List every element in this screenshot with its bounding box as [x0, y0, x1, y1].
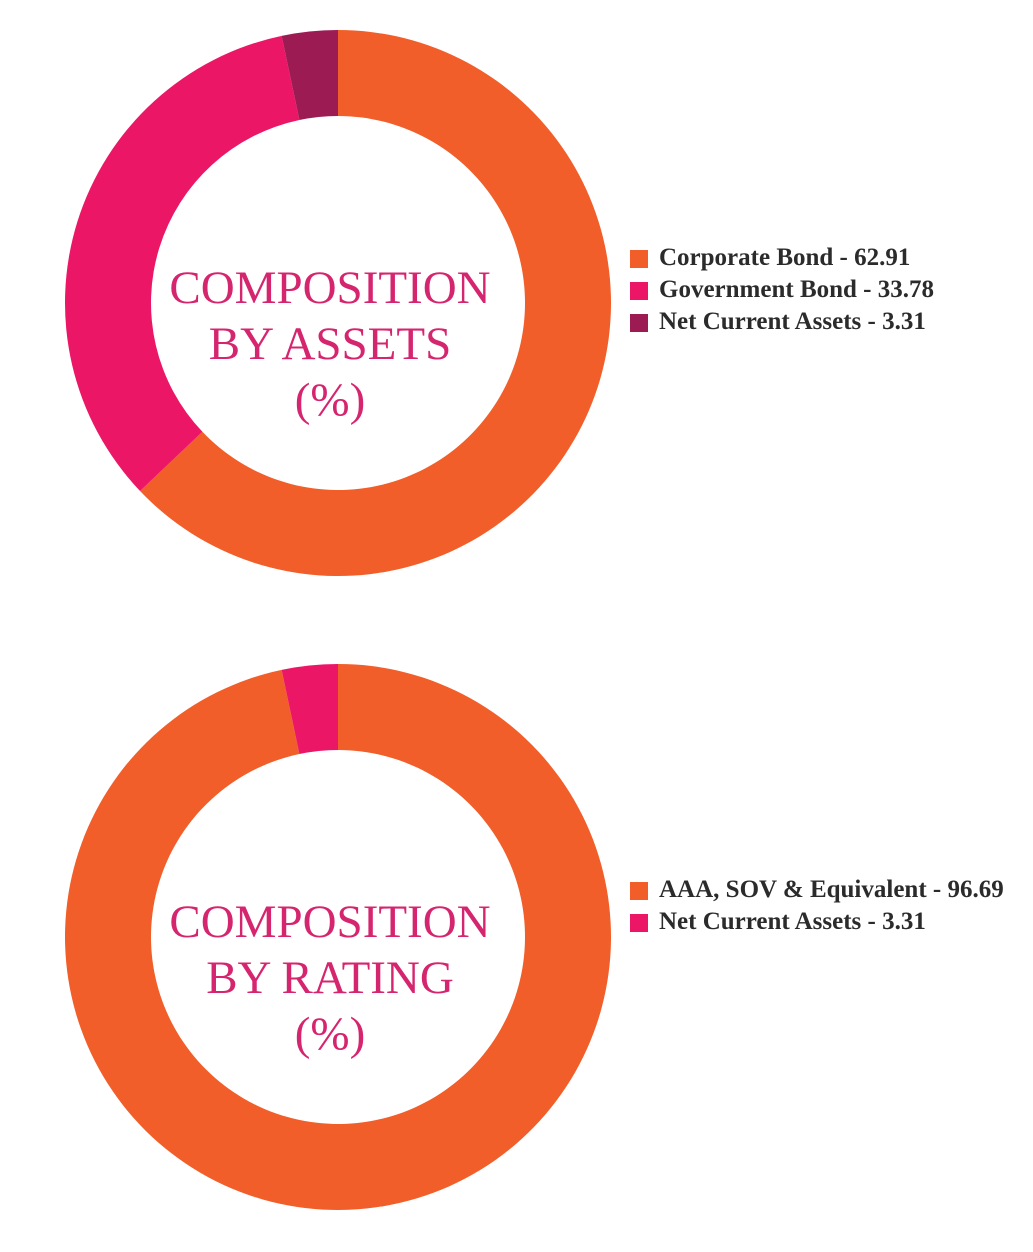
assets-title-line-3: (%) — [294, 374, 366, 426]
rating-slice-0 — [65, 664, 612, 1210]
legend-swatch-aaa-sov-equivalent — [630, 882, 648, 900]
composition-by-rating-chart: COMPOSITION BY RATING (%) AAA, SOV & Equ… — [0, 652, 1033, 1252]
assets-slice-0 — [140, 30, 612, 576]
legend-item-corporate-bond: Corporate Bond - 62.91 — [630, 242, 1010, 274]
assets-legend: Corporate Bond - 62.91 Government Bond -… — [630, 242, 1010, 338]
assets-chart-title: COMPOSITION BY ASSETS (%) — [160, 260, 500, 428]
legend-item-rating-net-current-assets: Net Current Assets - 3.31 — [630, 906, 1010, 938]
legend-swatch-government-bond — [630, 282, 648, 300]
assets-slice-2 — [281, 30, 338, 121]
rating-title-line-3: (%) — [294, 1008, 366, 1060]
legend-label-aaa-sov-equivalent: AAA, SOV & Equivalent - 96.69 — [659, 876, 1004, 903]
assets-donut — [64, 30, 612, 576]
rating-slice-1 — [281, 664, 338, 755]
rating-title-line-1: COMPOSITION — [169, 896, 491, 948]
assets-title-line-2: BY ASSETS — [208, 318, 452, 370]
legend-label-government-bond: Government Bond - 33.78 — [659, 276, 934, 303]
rating-title-line-2: BY RATING — [206, 952, 454, 1004]
legend-item-aaa-sov-equivalent: AAA, SOV & Equivalent - 96.69 — [630, 874, 1010, 906]
legend-label-rating-net-current-assets: Net Current Assets - 3.31 — [659, 908, 926, 935]
legend-swatch-corporate-bond — [630, 250, 648, 268]
legend-item-government-bond: Government Bond - 33.78 — [630, 274, 1010, 306]
legend-label-corporate-bond: Corporate Bond - 62.91 — [659, 244, 911, 271]
rating-chart-title: COMPOSITION BY RATING (%) — [160, 894, 500, 1062]
rating-legend: AAA, SOV & Equivalent - 96.69 Net Curren… — [630, 874, 1010, 938]
composition-by-assets-chart: COMPOSITION BY ASSETS (%) Corporate Bond… — [0, 18, 1033, 618]
rating-donut — [65, 664, 612, 1210]
legend-item-net-current-assets: Net Current Assets - 3.31 — [630, 306, 1010, 338]
assets-slice-1 — [64, 35, 300, 492]
legend-swatch-net-current-assets — [630, 314, 648, 332]
legend-swatch-rating-net-current-assets — [630, 914, 648, 932]
legend-label-net-current-assets: Net Current Assets - 3.31 — [659, 308, 926, 335]
assets-title-line-1: COMPOSITION — [169, 262, 491, 314]
